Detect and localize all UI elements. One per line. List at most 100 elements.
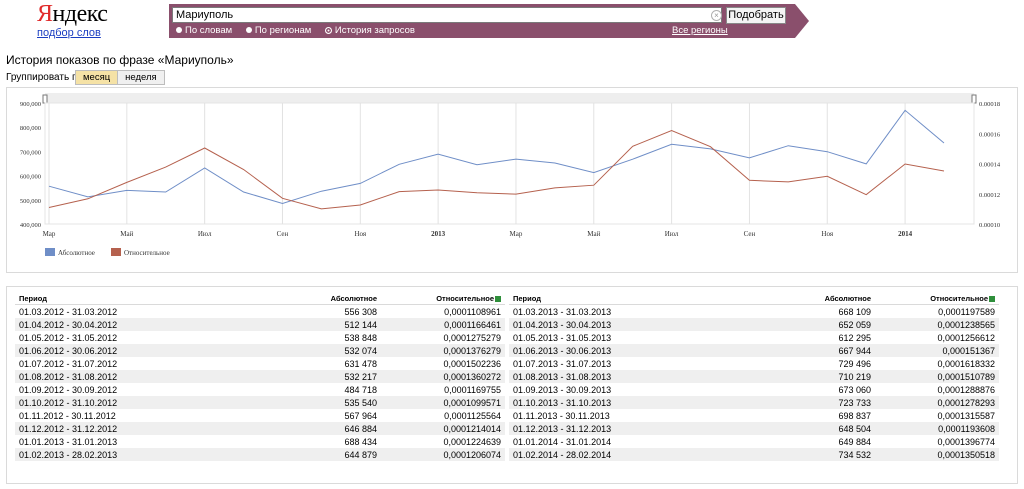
table-row: 01.05.2012 - 31.05.2012 538 848 0,00012752…: [15, 331, 505, 344]
relative-cell: 0,0001099571: [381, 396, 505, 409]
period-cell: 01.03.2012 - 31.03.2012: [19, 306, 118, 317]
y-tick-label-right: 0.00014: [979, 162, 1001, 169]
period-cell: 01.04.2012 - 30.04.2012: [15, 318, 253, 331]
y-tick-label-left: 400,000: [20, 222, 41, 229]
period-cell: 01.05.2013 - 31.05.2013: [513, 332, 612, 343]
relative-cell: 0,0001510789: [875, 370, 999, 383]
chart-canvas: Мар Май Июл Сен Ноя 2013 Мар Май Июл Сен Ноя 2014 40…: [20, 93, 1001, 257]
col-period: Период: [509, 293, 747, 305]
mode-by-regions[interactable]: По регионам: [245, 25, 311, 36]
absolute-cell: 567 964: [344, 410, 377, 421]
relative-cell: 0,0001278293: [875, 396, 999, 409]
mode-history[interactable]: История запросов: [324, 25, 415, 36]
absolute-cell: 698 837: [838, 410, 871, 421]
table-row: 01.01.2014 - 31.01.2014 649 884 0,00013967…: [509, 435, 999, 448]
table-row: 01.11.2012 - 30.11.2012 567 964 0,00011255…: [15, 409, 505, 422]
table-row: 01.04.2013 - 30.04.2013 652 059 0,00012385…: [509, 318, 999, 331]
absolute-cell: 723 733: [747, 396, 875, 409]
period-cell: 01.01.2013 - 31.01.2013: [19, 436, 118, 447]
search-input[interactable]: [172, 7, 722, 23]
history-table-right: Период Абсолютное Относительное 01.03.20…: [509, 293, 999, 461]
period-cell: 01.04.2013 - 30.04.2013: [509, 318, 747, 331]
excel-icon[interactable]: [495, 296, 501, 303]
table-row: 01.02.2013 - 28.02.2013 644 879 0,00012060…: [15, 448, 505, 461]
relative-cell: 0,0001256612: [937, 332, 995, 343]
absolute-cell: 538 848: [344, 332, 377, 343]
period-cell: 01.01.2014 - 31.01.2014: [513, 436, 612, 447]
period-cell: 01.02.2013 - 28.02.2013: [15, 448, 253, 461]
relative-cell: 0,0001197589: [938, 306, 995, 317]
table-row: 01.10.2012 - 31.10.2012 535 540 0,00010995…: [15, 396, 505, 409]
relative-cell: 0,0001224639: [443, 436, 501, 447]
x-tick-label: Мар: [43, 230, 56, 238]
series-line-relative: [48, 129, 945, 210]
table-row: 01.11.2013 - 30.11.2013 698 837 0,00013155…: [509, 409, 999, 422]
mode-by-words[interactable]: По словам: [176, 25, 232, 36]
relative-cell: 0,0001193608: [875, 422, 999, 435]
x-tick-label: 2014: [898, 230, 913, 238]
period-cell: 01.08.2013 - 31.08.2013: [509, 370, 747, 383]
col-absolute: Абсолютное: [253, 293, 381, 305]
table-row: 01.12.2012 - 31.12.2012 646 884 0,00012140…: [15, 422, 505, 435]
period-cell: 01.07.2012 - 31.07.2012: [19, 358, 118, 369]
relative-cell: 0,0001396774: [937, 436, 995, 447]
relative-cell: 0,0001360272: [381, 370, 505, 383]
logo-wordmark: Яндекс: [37, 1, 108, 27]
wordstat-link[interactable]: подбор слов: [37, 27, 101, 39]
radio-icon: [245, 27, 252, 34]
range-handle-left[interactable]: [42, 94, 48, 104]
y-tick-label-left: 800,000: [20, 125, 41, 132]
y-tick-label-left: 700,000: [20, 149, 41, 156]
y-tick-label-right: 0.00010: [979, 222, 1000, 229]
table-row: 01.05.2013 - 31.05.2013 612 295 0,00012566…: [509, 331, 999, 344]
search-button[interactable]: Подобрать: [726, 7, 786, 24]
group-tab-month[interactable]: месяц: [76, 71, 118, 84]
group-by-tabs: месяц неделя: [75, 70, 165, 85]
period-cell: 01.03.2013 - 31.03.2013: [513, 306, 612, 317]
table-row: 01.04.2012 - 30.04.2012 512 144 0,00011664…: [15, 318, 505, 331]
absolute-cell: 535 540: [253, 396, 381, 409]
relative-cell: 0,0001169755: [444, 384, 501, 395]
period-cell: 01.07.2013 - 31.07.2013: [513, 358, 612, 369]
col-period: Период: [15, 293, 253, 305]
table-row: 01.06.2012 - 30.06.2012 532 074 0,00013762…: [15, 344, 505, 357]
absolute-cell: 532 217: [253, 370, 381, 383]
x-tick-label: 2013: [431, 230, 446, 238]
relative-cell: 0,0001238565: [875, 318, 999, 331]
legend-label: Абсолютное: [58, 249, 95, 257]
absolute-cell: 688 434: [344, 436, 377, 447]
relative-cell: 0,0001214014: [381, 422, 505, 435]
group-tab-week[interactable]: неделя: [117, 71, 164, 84]
x-tick-label: Май: [120, 230, 133, 238]
legend-label: Относительное: [124, 249, 170, 257]
page-title: История показов по фразе «Мариуполь»: [6, 53, 234, 67]
x-tick-label: Июл: [665, 230, 679, 238]
period-cell: 01.05.2012 - 31.05.2012: [19, 332, 118, 343]
period-cell: 01.11.2013 - 30.11.2013: [513, 410, 610, 421]
search-mode-group: По словам По регионам История запросов: [176, 25, 426, 36]
relative-cell: 0,0001288876: [937, 384, 995, 395]
period-cell: 01.09.2013 - 30.09.2013: [513, 384, 612, 395]
table-row: 01.02.2014 - 28.02.2014 734 532 0,00013505…: [509, 448, 999, 461]
x-tick-label: Сен: [744, 230, 756, 238]
excel-icon[interactable]: [989, 296, 995, 303]
period-cell: 01.11.2012 - 30.11.2012: [19, 410, 116, 421]
table-row: 01.01.2013 - 31.01.2013 688 434 0,00012246…: [15, 435, 505, 448]
y-tick-label-left: 900,000: [20, 101, 41, 108]
yandex-logo[interactable]: Яндекс подбор слов: [37, 1, 108, 39]
absolute-cell: 652 059: [747, 318, 875, 331]
x-tick-label: Июл: [198, 230, 212, 238]
all-regions-link[interactable]: Все регионы: [672, 25, 728, 36]
absolute-cell: 612 295: [838, 332, 871, 343]
x-tick-label: Ноя: [821, 230, 833, 238]
y-tick-label-right: 0.00012: [979, 192, 1000, 199]
y-tick-label-right: 0.00018: [979, 101, 1000, 108]
clear-icon[interactable]: ×: [711, 10, 722, 21]
search-panel-arrow: [795, 4, 809, 38]
col-relative: Относительное: [875, 293, 999, 305]
absolute-cell: 644 879: [253, 448, 381, 461]
period-cell: 01.12.2012 - 31.12.2012: [15, 422, 253, 435]
range-handle-right[interactable]: [971, 94, 977, 104]
y-tick-label-left: 500,000: [20, 198, 41, 205]
table-row: 01.09.2012 - 30.09.2012 484 718 0,00011697…: [15, 383, 505, 396]
